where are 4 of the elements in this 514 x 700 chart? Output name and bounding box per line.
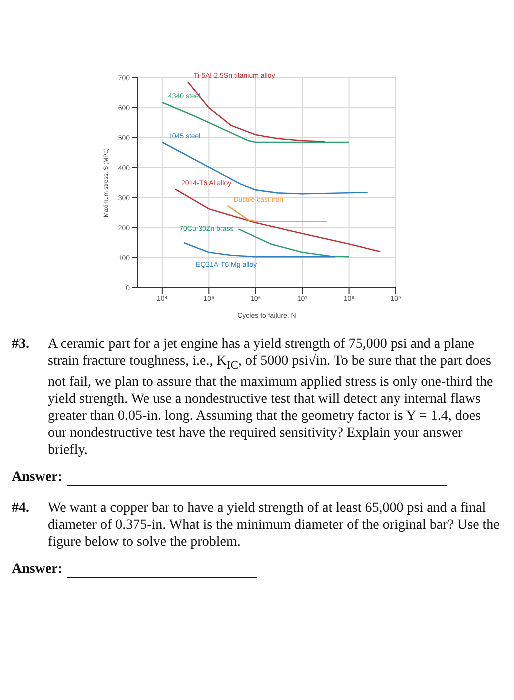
text: Answer: bbox=[12, 560, 63, 578]
text: #4. We want a copper bar to have a yield strength of at least 65,000 psi and a final diameter of 0.375-in. What is the minimum diameter of the original bar? Use the figure below to solve the problem. bbox=[12, 500, 500, 550]
text: #3. A ceramic part for a jet engine has a yield strength of 75,000 psi and a plane strain fracture toughness, i.e., K$_{IC}$, of 5000 psi√in. To be sure that the part does not fail, we plan to assure that the maximum applied stress is only one-third the yield strength. We use a nondestructive test that will detect any internal flaws greater than 0.05-in. long. Assuming that the geometry factor is Y = 1.4, does our nondestructive test have the required sensitivity? Explain your answer briefly. bbox=[12, 337, 494, 458]
text: Answer: bbox=[12, 468, 63, 486]
